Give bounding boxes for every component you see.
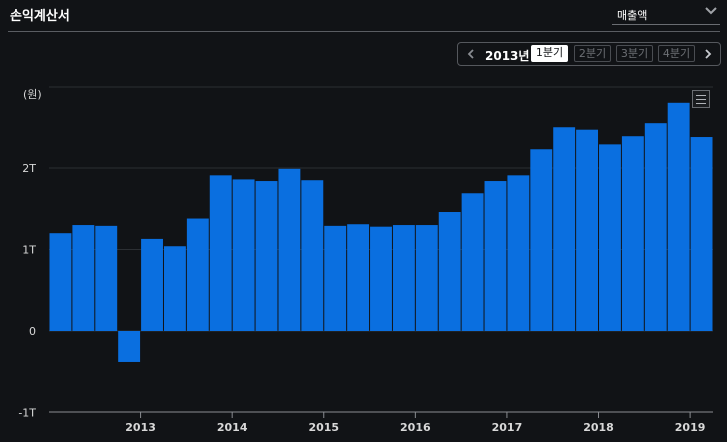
bar[interactable] [530,149,553,331]
bar[interactable] [278,168,301,331]
bar[interactable] [232,179,255,331]
bar[interactable] [186,218,209,331]
x-tick-label: 2017 [492,421,523,434]
bar[interactable] [370,226,392,331]
year-label: 2013년 [485,49,530,63]
bar[interactable] [507,175,530,331]
metric-dropdown[interactable]: 매출액 [612,4,720,25]
bar[interactable] [461,193,484,331]
x-tick-label: 2015 [308,421,339,434]
y-tick-label: 0 [29,325,36,338]
y-unit-label: (원) [23,88,42,101]
chevron-down-icon [705,7,717,15]
bar[interactable] [95,225,118,331]
quarter-2-button[interactable]: 2분기 [574,45,611,62]
bar[interactable] [72,225,95,331]
bar[interactable] [621,136,644,331]
quarter-4-button[interactable]: 4분기 [658,45,695,62]
bar[interactable] [209,175,232,331]
metric-dropdown-value: 매출액 [617,9,648,22]
bar[interactable] [576,129,599,331]
chevron-left-icon[interactable] [465,47,477,61]
quarter-3-button[interactable]: 3분기 [616,45,653,62]
x-tick-label: 2019 [675,421,706,434]
x-tick-label: 2014 [217,421,248,434]
chevron-right-icon[interactable] [702,47,714,61]
bar[interactable] [690,137,713,331]
y-tick-label: 2T [22,162,36,175]
bar[interactable] [301,180,324,331]
bar[interactable] [484,181,507,331]
quarter-1-button[interactable]: 1분기 [531,45,568,62]
x-tick-label: 2016 [400,421,431,434]
bar[interactable] [415,225,438,331]
page-title: 손익계산서 [10,9,70,24]
bar[interactable] [553,127,576,331]
bar[interactable] [392,225,415,331]
x-tick-label: 2013 [125,421,156,434]
bar[interactable] [141,238,163,331]
bar[interactable] [163,246,186,331]
bar[interactable] [347,224,370,331]
period-selector: 2013년 1분기 2분기 3분기 4분기 [457,42,721,66]
bar[interactable] [438,212,461,331]
hamburger-menu-icon[interactable] [692,90,710,108]
bar[interactable] [118,331,141,362]
y-tick-label: -1T [18,407,36,420]
bar[interactable] [599,144,621,331]
header-divider [8,31,720,32]
bar[interactable] [49,233,72,331]
x-tick-label: 2018 [583,421,614,434]
bar[interactable] [644,123,667,331]
y-tick-label: 1T [22,244,36,257]
bar[interactable] [324,225,347,331]
bar[interactable] [667,102,690,331]
bar[interactable] [255,181,278,331]
